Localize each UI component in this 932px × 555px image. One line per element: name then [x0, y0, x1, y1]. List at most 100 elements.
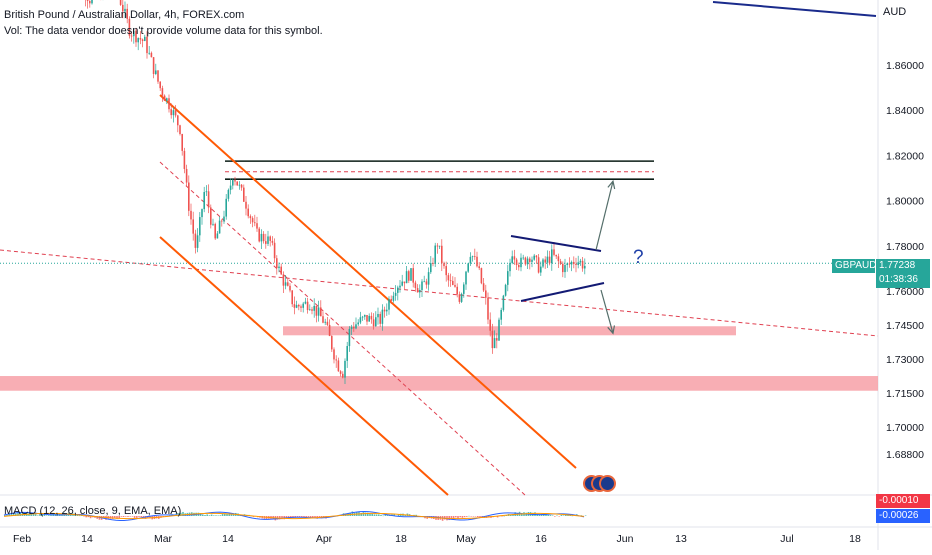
candle-body	[459, 294, 461, 302]
price-tick-label: 1.71500	[886, 388, 924, 400]
candle-body	[329, 325, 331, 336]
candle-body	[498, 320, 500, 341]
candle-body	[309, 309, 311, 310]
last-price-value: 1.77238	[879, 259, 927, 273]
candle-body	[373, 319, 375, 326]
candle	[236, 181, 238, 186]
macd-histogram-bar	[228, 514, 230, 516]
candle-body	[357, 322, 359, 324]
time-tick-label: 18	[395, 533, 407, 545]
candle-body	[322, 316, 324, 323]
candle-body	[351, 327, 353, 329]
candle-body	[478, 266, 480, 268]
candle-body	[549, 257, 551, 264]
currency-label[interactable]: AUD	[883, 6, 906, 18]
candle-body	[192, 219, 194, 233]
ticker-symbol-tag[interactable]: GBPAUD	[832, 259, 875, 273]
candle-body	[208, 191, 210, 207]
candle-body	[300, 306, 302, 307]
candle-body	[393, 296, 395, 301]
time-tick-label: 18	[849, 533, 861, 545]
candle-body	[507, 271, 509, 285]
candle-body	[362, 317, 364, 318]
candle-body	[485, 290, 487, 297]
symbol-title[interactable]: British Pound / Australian Dollar, 4h, F…	[4, 9, 244, 21]
candle-body	[569, 264, 571, 265]
candle-body	[245, 202, 247, 209]
candle-body	[91, 0, 93, 3]
time-tick-label: 16	[535, 533, 547, 545]
candle-body	[164, 96, 166, 101]
candle	[542, 258, 544, 268]
candle-body	[173, 110, 175, 115]
candle-body	[397, 288, 399, 293]
macd-histogram-bar	[470, 516, 472, 517]
candle-body	[544, 259, 546, 262]
macd-histogram-bar	[462, 516, 464, 518]
candle-body	[538, 257, 540, 272]
candle-body	[404, 282, 406, 284]
candle-body	[239, 185, 241, 186]
candle-body	[87, 0, 89, 1]
candle-body	[560, 261, 562, 264]
event-flag-icons[interactable]	[583, 474, 613, 492]
candle-body	[445, 266, 447, 275]
price-tick-label: 1.74500	[886, 320, 924, 332]
price-tick-label: 1.80000	[886, 196, 924, 208]
candle-body	[371, 316, 373, 319]
candle	[214, 223, 216, 240]
candle-body	[476, 257, 478, 267]
candle-body	[236, 181, 238, 185]
candle-body	[298, 305, 300, 306]
candle-body	[518, 265, 520, 267]
candle-body	[441, 246, 443, 263]
candle-body	[536, 256, 538, 258]
macd-histogram-bar	[563, 515, 565, 516]
candle-body	[340, 371, 342, 374]
candle-body	[395, 293, 397, 296]
flag-icon[interactable]	[599, 475, 616, 492]
candle-body	[540, 267, 542, 273]
candle-body	[223, 217, 225, 222]
macd-histogram-bar	[378, 514, 380, 516]
candle-body	[243, 188, 245, 202]
candle-body	[419, 290, 421, 292]
candle-body	[492, 331, 494, 348]
macd-histogram-bar	[206, 514, 208, 516]
candle-body	[214, 224, 216, 238]
candle-body	[450, 280, 452, 281]
candle-body	[144, 37, 146, 41]
macd-histogram-bar	[444, 516, 446, 520]
candle-body	[364, 315, 366, 317]
candle-body	[137, 38, 139, 42]
candle-body	[353, 327, 355, 329]
macd-histogram-bar	[222, 514, 224, 516]
last-price-tag[interactable]: 1.77238 01:38:36	[876, 259, 930, 288]
macd-histogram-bar	[371, 514, 373, 516]
candle-body	[181, 134, 183, 151]
time-tick-label: 14	[81, 533, 93, 545]
macd-histogram-bar	[204, 515, 206, 516]
macd-legend[interactable]: MACD (12, 26, close, 9, EMA, EMA)	[4, 505, 181, 517]
candle-body	[188, 183, 190, 211]
candle-body	[509, 263, 511, 271]
candle-body	[384, 310, 386, 312]
macd-histogram-bar	[453, 516, 455, 518]
candle-body	[439, 246, 441, 247]
candle-body	[533, 256, 535, 260]
candle-body	[577, 262, 579, 265]
candle-body	[206, 191, 208, 192]
candle-body	[575, 264, 577, 265]
macd-histogram-bar	[550, 515, 552, 516]
candle-body	[483, 283, 485, 290]
price-tick-label: 1.68800	[886, 449, 924, 461]
candle-body	[386, 310, 388, 312]
candle-body	[177, 115, 179, 125]
candle	[503, 295, 505, 312]
candle-body	[428, 272, 430, 285]
time-tick-label: 14	[222, 533, 234, 545]
question-annotation[interactable]: ?	[633, 247, 644, 269]
candle-body	[430, 263, 432, 272]
candle-body	[190, 211, 192, 220]
